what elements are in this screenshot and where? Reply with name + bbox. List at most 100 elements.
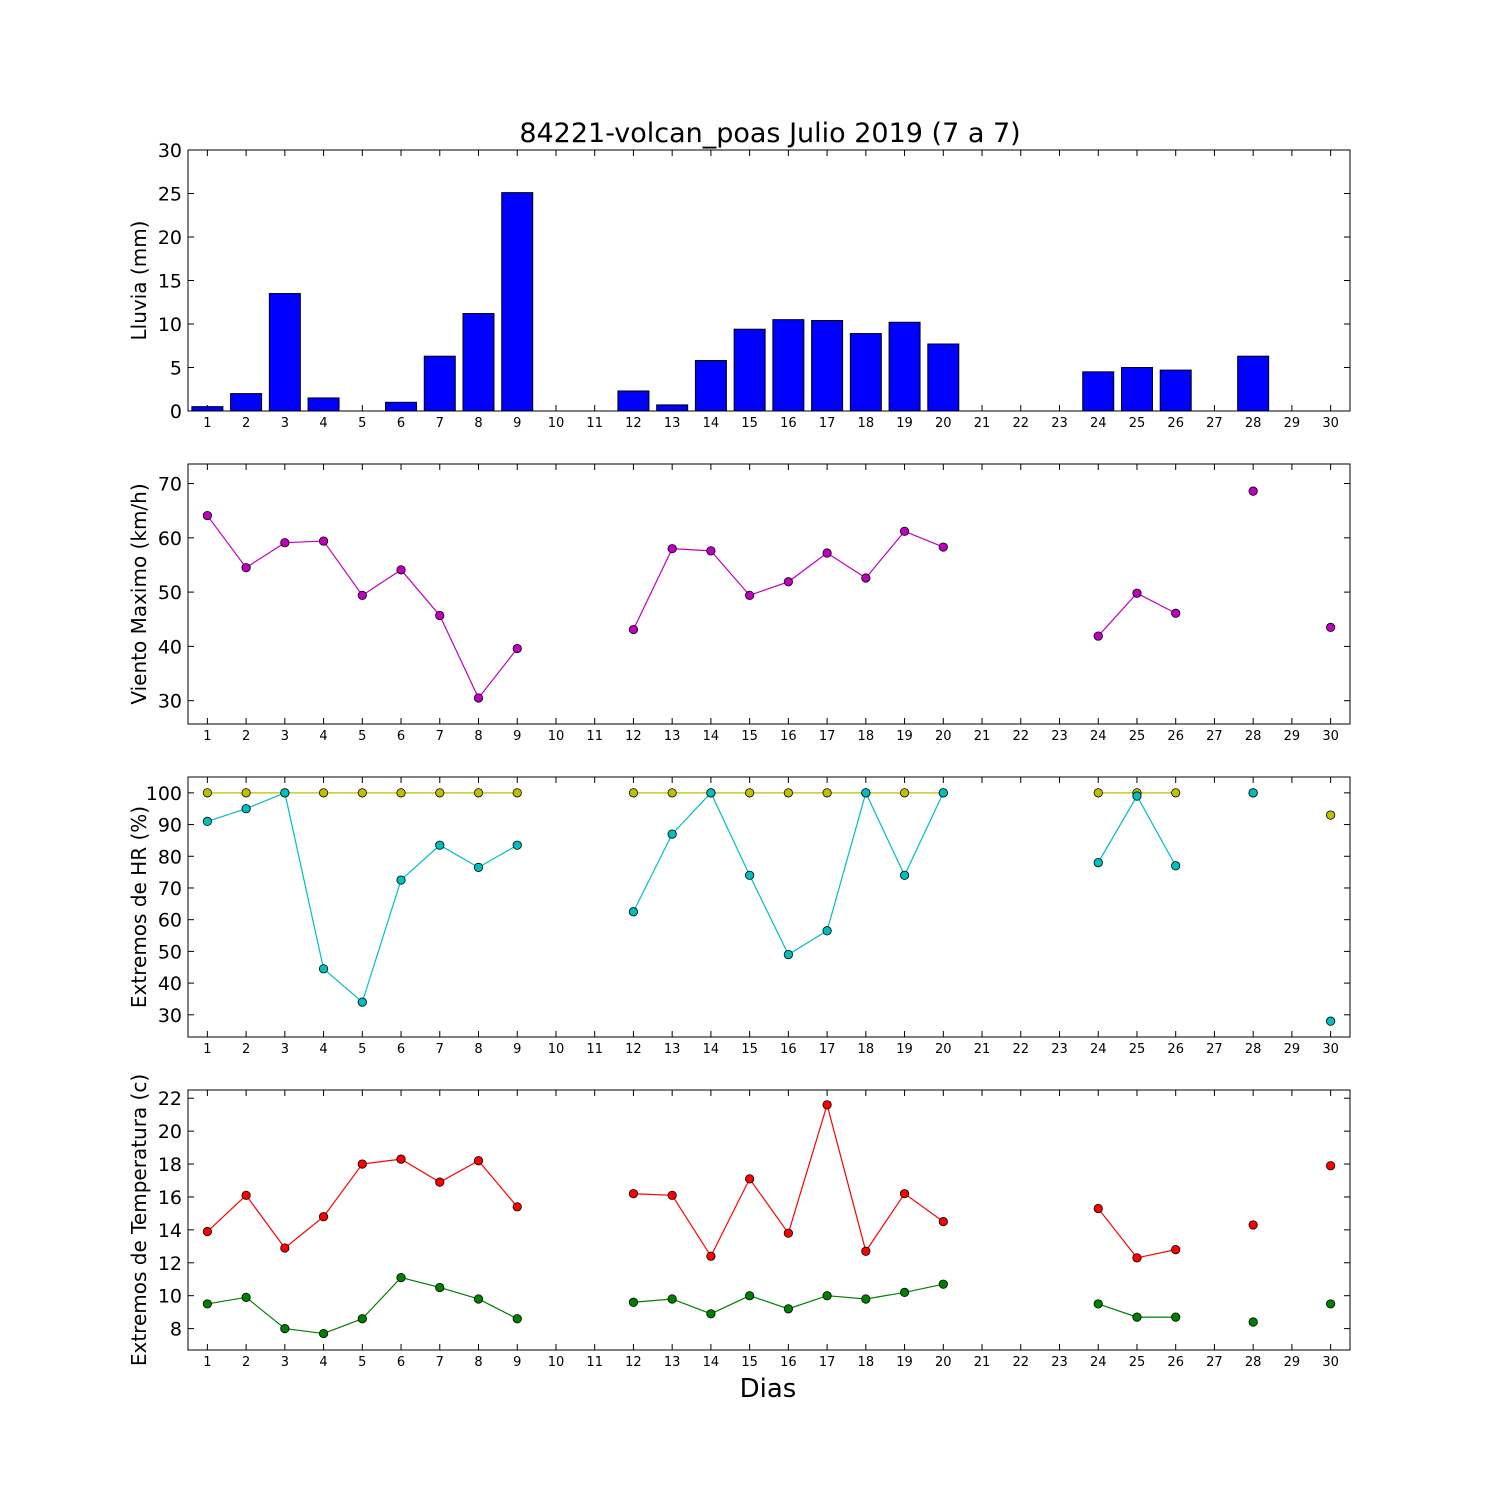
y-axis-label: Viento Maximo (km/h) [127,483,151,704]
bar [230,393,263,412]
series-line [206,515,518,700]
x-tick-label: 20 [935,729,952,744]
x-tick-label: 14 [703,729,720,744]
data-point [899,1287,910,1298]
data-point [938,788,948,798]
x-tick-label: 17 [819,1355,836,1370]
y-tick-label: 10 [158,314,182,336]
y-tick-label: 100 [146,783,182,805]
data-point [512,643,522,654]
x-tick-label: 24 [1090,416,1107,431]
x-tick-label: 6 [397,729,405,744]
x-tick-label: 12 [625,729,642,744]
x-tick-label: 6 [397,1042,405,1057]
data-point [861,1294,871,1304]
data-point [512,840,522,850]
data-point [745,788,755,798]
x-tick-label: 12 [625,1042,642,1057]
x-tick-label: 3 [281,1042,289,1057]
x-tick-label: 28 [1245,1355,1262,1370]
data-point [1326,1299,1336,1309]
data-point [241,804,251,814]
y-tick-label: 12 [158,1253,182,1275]
data-point [628,624,639,635]
data-point [822,548,832,558]
x-tick-label: 14 [703,1042,720,1057]
x-tick-label: 6 [397,1355,405,1370]
data-point [1171,788,1181,798]
bar [811,320,844,412]
x-tick-label: 13 [664,1355,681,1370]
x-tick-label: 2 [242,416,250,431]
data-point [512,1202,522,1212]
bar [1082,371,1115,412]
data-point [202,1299,212,1309]
x-tick-label: 23 [1051,1042,1068,1057]
y-tick-label: 14 [158,1220,182,1242]
data-point [318,1212,329,1222]
x-tick-label: 3 [281,1355,289,1370]
y-tick-label: 40 [158,973,182,995]
x-tick-label: 24 [1090,1355,1107,1370]
x-tick-label: 2 [242,1355,250,1370]
y-tick-label: 60 [158,910,182,932]
x-tick-label: 29 [1284,416,1301,431]
data-point [1132,791,1142,801]
x-tick-label: 4 [319,729,327,744]
x-tick-label: 9 [513,1355,521,1370]
y-axis-label: Extremos de HR (%) [127,806,151,1008]
x-tick-label: 21 [974,729,991,744]
x-tick-label: 11 [586,729,603,744]
x-tick-label: 23 [1051,416,1068,431]
x-tick-label: 8 [474,729,482,744]
data-point [899,526,910,536]
data-point [396,875,406,885]
x-tick-label: 7 [436,416,444,431]
y-tick-label: 50 [158,941,182,963]
x-tick-label: 18 [858,729,875,744]
data-point [861,788,871,798]
data-point [1093,631,1103,641]
x-tick-label: 19 [896,1355,913,1370]
data-point [1326,1161,1336,1171]
bar [1159,369,1192,412]
y-tick-label: 50 [158,582,182,604]
data-point [822,926,832,936]
data-point [512,788,522,798]
data-point [357,1159,367,1169]
x-tick-label: 16 [780,1042,797,1057]
x-tick-label: 24 [1090,729,1107,744]
x-tick-label: 5 [358,1042,366,1057]
x-tick-label: 29 [1284,729,1301,744]
data-point [667,829,677,839]
data-point [783,577,793,587]
bar [307,397,340,412]
x-tick-label: 9 [513,729,521,744]
x-tick-label: 25 [1129,416,1146,431]
plot-frame [187,463,1351,725]
data-point [745,1291,755,1301]
y-tick-label: 0 [170,401,182,423]
data-point [1326,810,1336,820]
data-point [280,538,290,548]
data-point [628,1189,639,1199]
series-line [632,791,944,956]
data-point [822,1291,832,1301]
x-tick-label: 4 [319,416,327,431]
data-point [473,1156,484,1166]
x-tick-label: 5 [358,1355,366,1370]
data-point [357,1314,367,1324]
x-tick-label: 15 [741,729,758,744]
y-tick-label: 30 [158,140,182,162]
x-tick-label: 26 [1167,1355,1184,1370]
x-tick-label: 30 [1322,1355,1339,1370]
data-point [473,788,484,798]
data-point [938,542,948,552]
x-tick-label: 7 [436,1355,444,1370]
x-tick-label: 11 [586,1355,603,1370]
data-point [435,610,445,621]
x-tick-label: 26 [1167,416,1184,431]
bar [694,360,727,412]
x-tick-label: 10 [548,1042,565,1057]
